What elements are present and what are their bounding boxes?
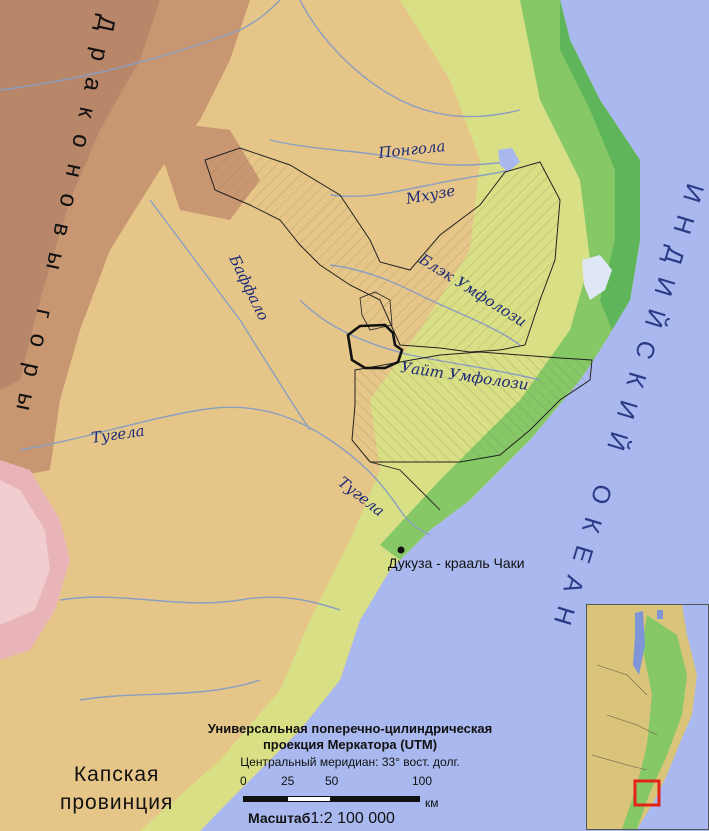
province-line2: провинция [60,791,174,814]
inset-lake-small [657,610,663,619]
inset-map [586,604,709,830]
scale-bar-seg2 [287,796,331,802]
scale-word: Масштаб [248,810,311,826]
coastal-strip [560,0,640,330]
inset-location-marker [633,779,661,807]
scale-tick-25: 25 [281,774,295,788]
lagoon [498,148,520,172]
lowland-zone [380,0,640,560]
rivers [0,0,541,701]
mkhuze-river [329,169,511,198]
scale-tick-0: 0 [240,774,247,788]
scale-caption: Масштаб1:2 100 000 [248,810,395,828]
inset-border-lines [591,664,658,771]
buffalo-river [149,199,311,431]
southern-river-2 [79,679,261,701]
inset-svg [587,605,708,829]
projection-title: Универсальная поперечно-цилиндрическая п… [170,721,530,753]
territory-core [359,291,393,331]
central-meridian: Центральный меридиан: 33° вост. долг. [240,755,460,769]
upper-river-2 [299,0,521,118]
scale-tick-100: 100 [412,774,433,788]
scale-tick-50: 50 [325,774,339,788]
province-line1: Капская [73,763,160,786]
lake [582,255,612,300]
summit-core [0,480,50,625]
pongola-river [269,139,506,166]
highland-inner [0,0,160,390]
scale-bar-seg3 [331,796,420,802]
cape-province-label: Капская провинция [60,761,173,817]
boundary-line [369,461,441,511]
scale-bar-seg1 [243,796,287,802]
upper-river [0,0,281,91]
zulu-core-boundary [346,323,404,370]
scale-ratio: 1:2 100 000 [310,810,395,827]
tugela-river [19,406,431,536]
southern-river [59,596,341,611]
inset-green [622,615,687,829]
territory-north [204,147,561,353]
projection-line2: проекция Меркатора (UTM) [262,737,438,752]
inset-lake [633,611,645,675]
dukuza-marker [397,546,405,554]
dukuza-label: Дукуза - крааль Чаки [388,555,525,571]
territory-south [351,351,593,463]
projection-line1: Универсальная поперечно-цилиндрическая [207,721,493,736]
scale-unit: км [425,796,439,810]
